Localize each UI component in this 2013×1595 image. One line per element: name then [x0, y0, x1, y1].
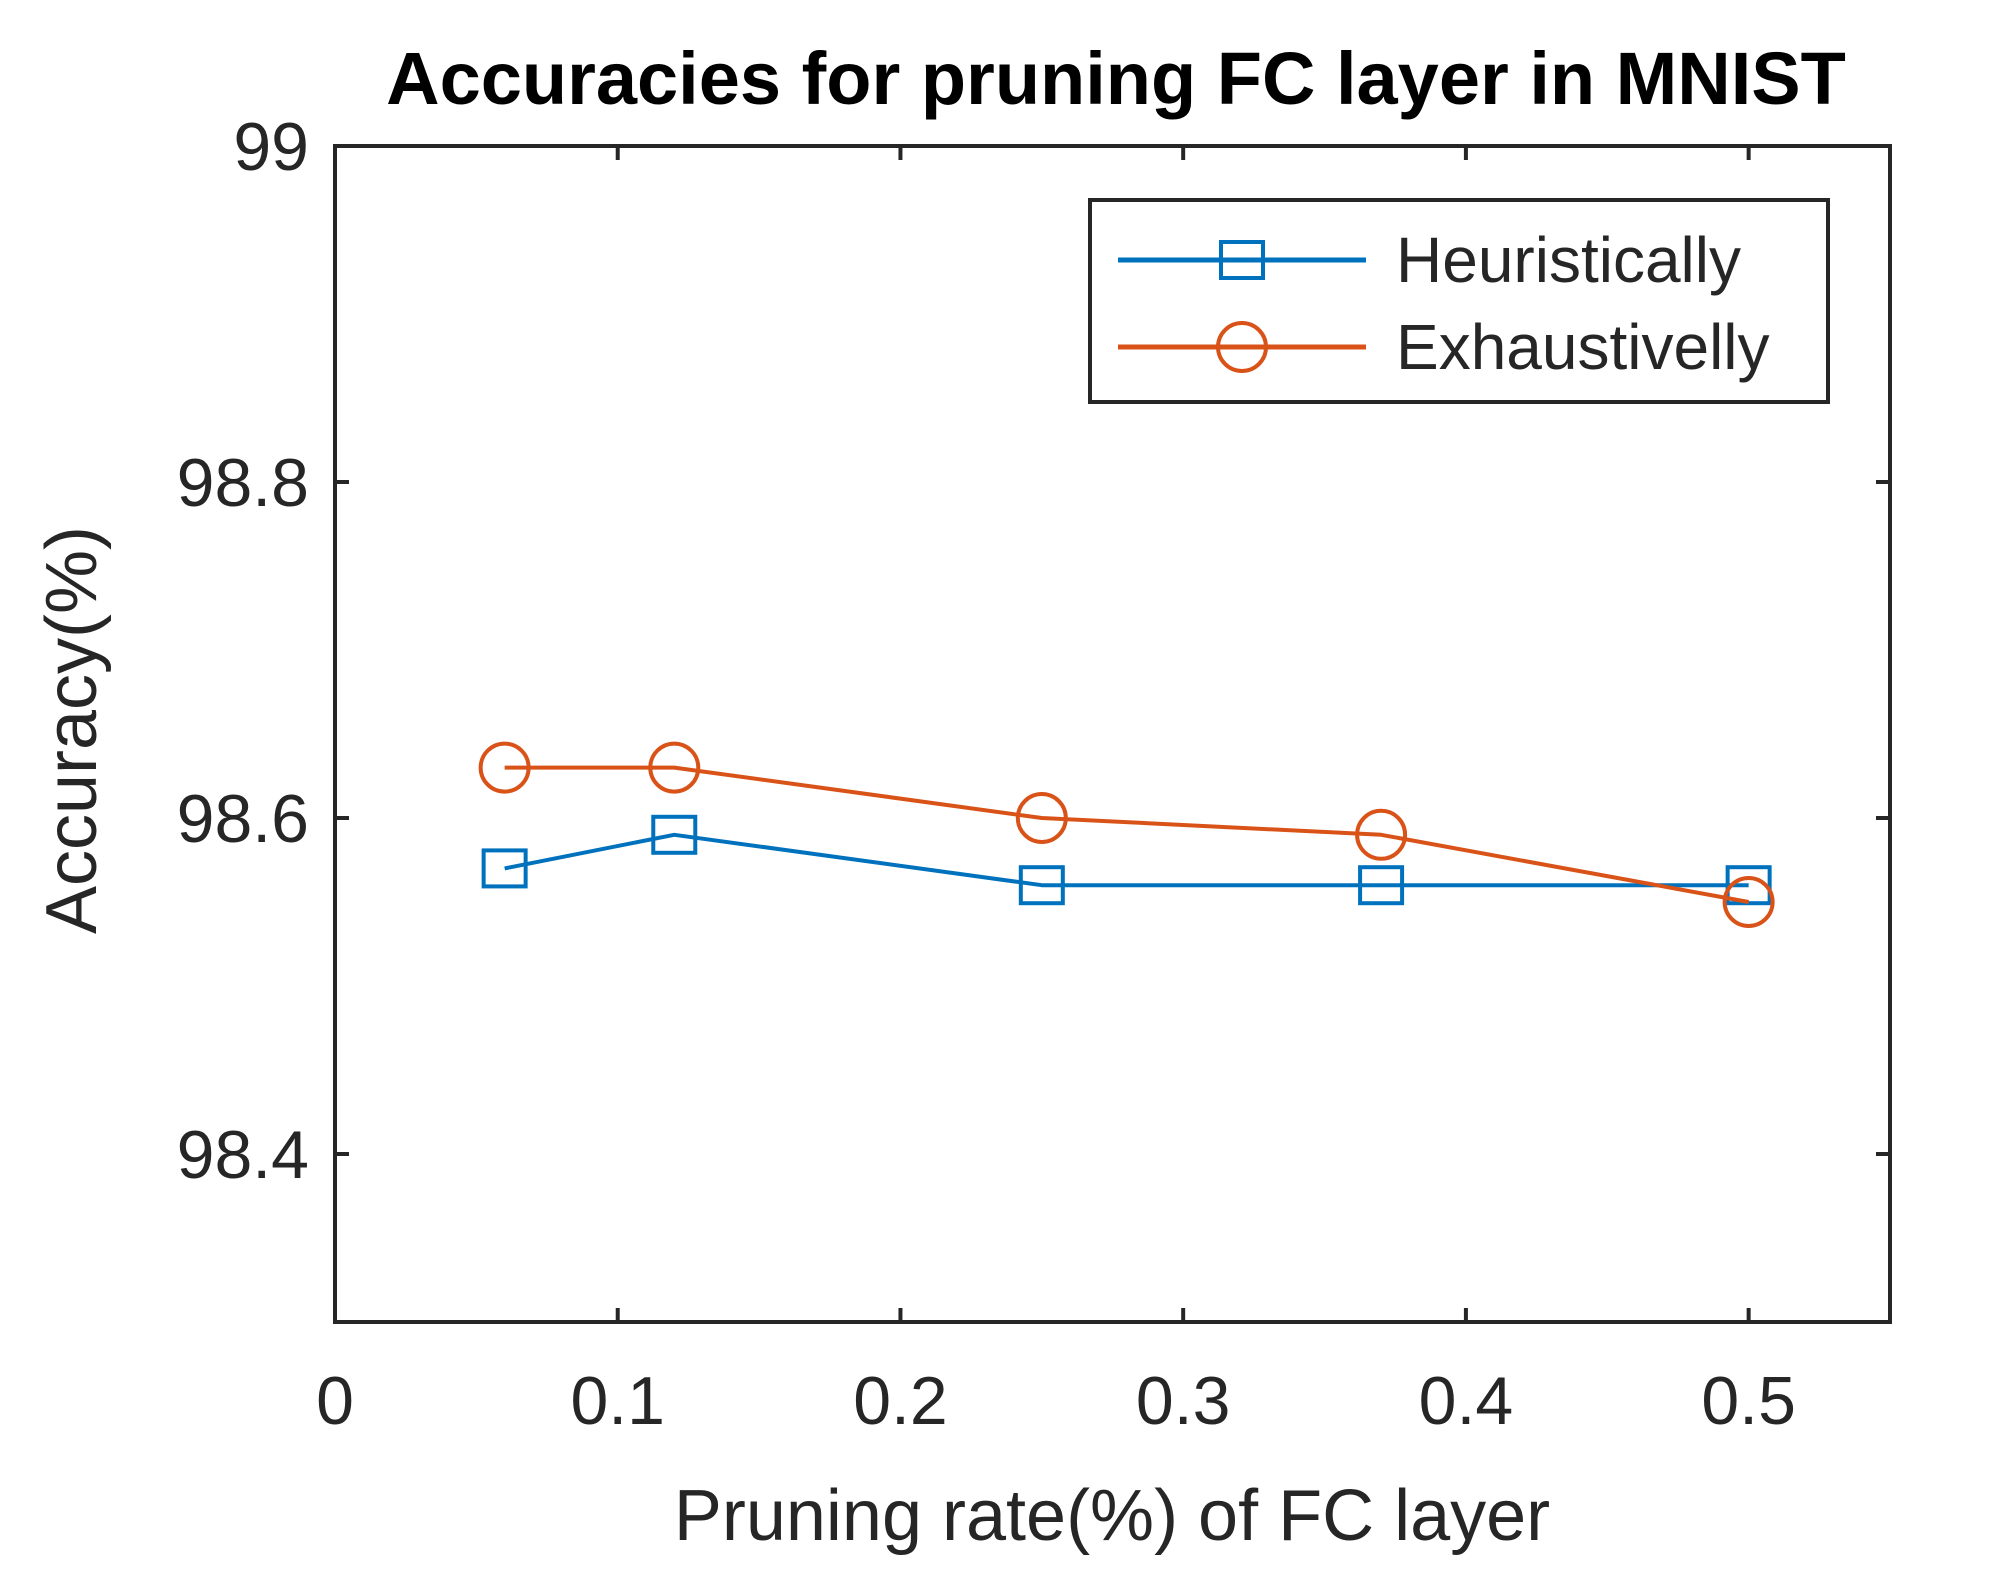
- y-tick-label: 99: [233, 109, 309, 185]
- heuristically-point-marker: [1358, 865, 1405, 906]
- legend-label-heuristically: Heuristically: [1396, 224, 1741, 296]
- y-axis-ticks: 98.4 98.6 98.8 99: [177, 109, 1890, 1193]
- legend-box: [1088, 198, 1830, 404]
- y-tick-label: 98.4: [177, 1117, 309, 1193]
- legend-label-exhaustivelly: Exhaustivelly: [1396, 311, 1770, 383]
- exhaustivelly-point-marker: [1355, 808, 1408, 861]
- x-tick-label: 0.3: [1136, 1363, 1231, 1439]
- exhaustivelly-point-marker: [478, 741, 531, 794]
- series-heuristically: [481, 814, 1772, 906]
- x-axis-ticks: 0 0.1 0.2 0.3 0.4 0.5: [316, 146, 1796, 1439]
- legend-marker-heuristically: [1219, 240, 1265, 280]
- exhaustivelly-point-marker: [1015, 792, 1068, 844]
- y-tick-label: 98.8: [177, 445, 309, 521]
- heuristically-point-marker: [1725, 865, 1772, 906]
- y-tick-label: 98.6: [177, 781, 309, 857]
- exhaustivelly-series-line: [504, 765, 1749, 904]
- x-axis-label: Pruning rate(%) of FC layer: [674, 1476, 1550, 1556]
- x-tick-label: 0.1: [570, 1363, 665, 1439]
- x-tick-label: 0.4: [1419, 1363, 1514, 1439]
- x-tick-label: 0.5: [1701, 1363, 1796, 1439]
- legend-marker-exhaustivelly: [1216, 321, 1268, 373]
- exhaustivelly-point-marker: [1722, 876, 1775, 928]
- legend: Heuristically Exhaustivelly: [1088, 198, 1830, 404]
- y-axis-label: Accuracy(%): [32, 526, 112, 934]
- x-tick-label: 0: [316, 1363, 354, 1439]
- heuristically-point-marker: [481, 848, 528, 889]
- heuristically-point-marker: [651, 814, 698, 855]
- series-layer: [478, 741, 1775, 928]
- heuristically-series-line: [504, 832, 1749, 888]
- x-tick-label: 0.2: [853, 1363, 948, 1439]
- series-exhaustivelly: [478, 741, 1775, 928]
- exhaustivelly-point-marker: [648, 741, 701, 794]
- legend-items: Heuristically Exhaustivelly: [1118, 224, 1770, 383]
- chart-title: Accuracies for pruning FC layer in MNIST: [386, 37, 1846, 120]
- heuristically-point-marker: [1018, 865, 1065, 906]
